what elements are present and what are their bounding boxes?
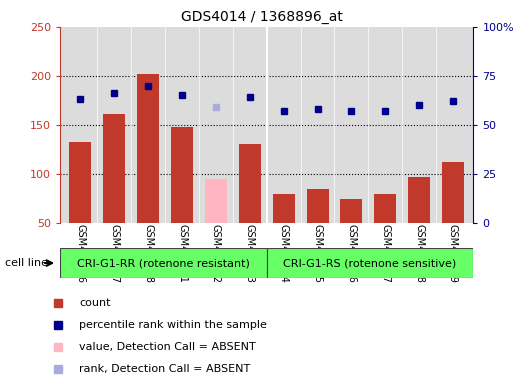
Text: CRI-G1-RR (rotenone resistant): CRI-G1-RR (rotenone resistant) bbox=[77, 258, 250, 268]
Bar bbox=[408, 177, 430, 223]
Bar bbox=[340, 199, 362, 223]
Text: rank, Detection Call = ABSENT: rank, Detection Call = ABSENT bbox=[79, 364, 251, 374]
Bar bbox=[267, 248, 473, 278]
Bar bbox=[70, 142, 92, 223]
Bar bbox=[104, 114, 126, 223]
Text: CRI-G1-RS (rotenone sensitive): CRI-G1-RS (rotenone sensitive) bbox=[283, 258, 457, 268]
Bar bbox=[306, 189, 328, 223]
Bar bbox=[137, 74, 159, 223]
Text: count: count bbox=[79, 298, 111, 308]
Bar bbox=[171, 127, 193, 223]
Bar bbox=[272, 194, 294, 223]
Bar bbox=[60, 248, 267, 278]
Bar bbox=[374, 194, 396, 223]
Bar bbox=[239, 144, 261, 223]
Bar bbox=[205, 179, 227, 223]
Text: value, Detection Call = ABSENT: value, Detection Call = ABSENT bbox=[79, 342, 256, 352]
Text: cell line: cell line bbox=[5, 258, 48, 268]
Text: GDS4014 / 1368896_at: GDS4014 / 1368896_at bbox=[180, 10, 343, 23]
Text: percentile rank within the sample: percentile rank within the sample bbox=[79, 320, 267, 330]
Bar bbox=[442, 162, 464, 223]
